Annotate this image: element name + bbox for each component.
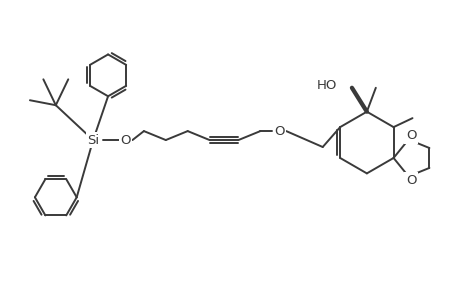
Text: O: O <box>405 174 415 187</box>
Text: Si: Si <box>87 134 99 146</box>
Text: O: O <box>274 124 284 138</box>
Text: O: O <box>405 129 415 142</box>
Text: O: O <box>120 134 130 146</box>
Text: HO: HO <box>316 79 336 92</box>
